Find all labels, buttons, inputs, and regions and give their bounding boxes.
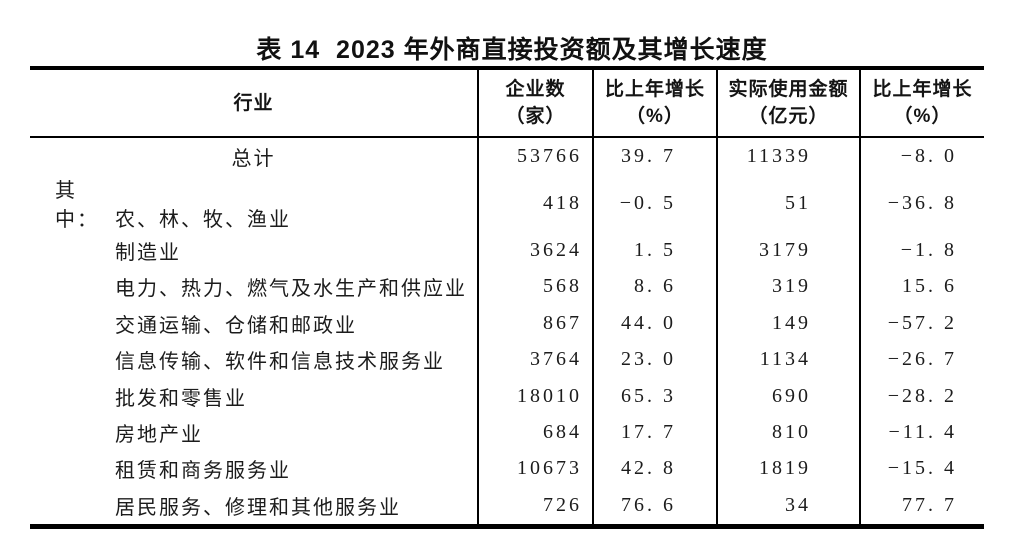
table-row: 房地产业 684 17. 7 810 −11. 4 — [30, 414, 984, 451]
col-header-growth-amount: 比上年增长 （%） — [859, 68, 984, 138]
value-cell: 42. 8 — [592, 450, 717, 488]
value-cell: 10673 — [477, 450, 593, 488]
value-cell: 8. 6 — [592, 268, 717, 306]
industry-label: 租赁和商务服务业 — [115, 460, 291, 483]
header-line: 比上年增长 — [872, 79, 973, 100]
industry-cell: 其中： 农、林、牧、渔业 — [30, 174, 478, 232]
value-cell: 3624 — [477, 232, 593, 269]
value-cell: 1819 — [716, 450, 860, 488]
value-cell: −1. 8 — [859, 232, 984, 269]
value-cell: 726 — [477, 487, 593, 527]
col-header-growth-enterprises: 比上年增长 （%） — [592, 68, 717, 138]
industry-cell: 房地产业 — [30, 414, 478, 450]
table-row: 其中： 农、林、牧、渔业 418 −0. 5 51 −36. 8 — [30, 174, 984, 233]
value-cell: 34 — [716, 487, 860, 527]
value-cell: 23. 0 — [592, 341, 717, 378]
value-cell: −26. 7 — [859, 341, 984, 378]
value-cell: −11. 4 — [859, 414, 984, 451]
industry-cell: 居民服务、修理和其他服务业 — [30, 487, 478, 526]
value-cell: 76. 6 — [592, 487, 717, 527]
fdi-table: 行业 企业数 （家） 比上年增长 （%） 实际使用金额 （亿元） 比上年增长 （… — [30, 66, 984, 529]
value-cell: 3179 — [716, 232, 860, 269]
col-header-industry: 行业 — [30, 68, 478, 138]
industry-cell: 电力、热力、燃气及水生产和供应业 — [30, 269, 478, 305]
value-cell: 3764 — [477, 341, 593, 378]
header-unit: （家） — [505, 106, 566, 127]
header-row: 行业 企业数 （家） 比上年增长 （%） 实际使用金额 （亿元） 比上年增长 （… — [30, 68, 984, 138]
table-row: 批发和零售业 18010 65. 3 690 −28. 2 — [30, 377, 984, 415]
industry-label: 批发和零售业 — [115, 387, 247, 410]
table-row-total: 总计 53766 39. 7 11339 −8. 0 — [30, 137, 984, 175]
value-cell: −36. 8 — [859, 174, 984, 233]
value-cell: −28. 2 — [859, 377, 984, 415]
among-which-label: 其中： — [55, 180, 99, 232]
table-row: 租赁和商务服务业 10673 42. 8 1819 −15. 4 — [30, 450, 984, 488]
value-cell: 684 — [477, 414, 593, 451]
value-cell: 319 — [716, 268, 860, 306]
table-row: 交通运输、仓储和邮政业 867 44. 0 149 −57. 2 — [30, 305, 984, 342]
value-cell: 17. 7 — [592, 414, 717, 451]
industry-cell: 租赁和商务服务业 — [30, 451, 478, 487]
table-row: 居民服务、修理和其他服务业 726 76. 6 34 77. 7 — [30, 487, 984, 527]
value-cell: 15. 6 — [859, 268, 984, 306]
industry-cell: 制造业 — [30, 232, 478, 268]
value-cell: −0. 5 — [592, 174, 717, 233]
value-cell: 149 — [716, 305, 860, 342]
value-cell: 65. 3 — [592, 377, 717, 415]
industry-label: 电力、热力、燃气及水生产和供应业 — [115, 278, 467, 301]
header-unit: （%） — [893, 106, 952, 127]
industry-label: 居民服务、修理和其他服务业 — [115, 496, 401, 519]
table-title: 表 14 2023 年外商直接投资额及其增长速度 — [256, 36, 768, 64]
industry-label: 制造业 — [115, 242, 181, 265]
value-cell: 53766 — [477, 137, 593, 175]
value-cell: 418 — [477, 174, 593, 233]
value-cell: −57. 2 — [859, 305, 984, 342]
industry-label: 信息传输、软件和信息技术服务业 — [115, 351, 445, 374]
value-cell: 51 — [716, 174, 860, 233]
table-row: 信息传输、软件和信息技术服务业 3764 23. 0 1134 −26. 7 — [30, 341, 984, 378]
industry-label: 房地产业 — [115, 424, 203, 447]
value-cell: 1. 5 — [592, 232, 717, 269]
industry-cell: 信息传输、软件和信息技术服务业 — [30, 342, 478, 378]
table-row: 电力、热力、燃气及水生产和供应业 568 8. 6 319 15. 6 — [30, 268, 984, 306]
header-line: 行业 — [233, 92, 274, 114]
value-cell: 810 — [716, 414, 860, 451]
header-line: 企业数 — [505, 79, 566, 100]
value-cell: 39. 7 — [592, 137, 717, 175]
industry-cell: 总计 — [231, 147, 276, 170]
value-cell: 44. 0 — [592, 305, 717, 342]
col-header-amount: 实际使用金额 （亿元） — [716, 68, 860, 138]
value-cell: 11339 — [716, 137, 860, 175]
table-row: 制造业 3624 1. 5 3179 −1. 8 — [30, 232, 984, 269]
header-line: 实际使用金额 — [728, 79, 849, 100]
value-cell: 690 — [716, 377, 860, 415]
value-cell: 1134 — [716, 341, 860, 378]
value-cell: −8. 0 — [859, 137, 984, 175]
value-cell: 568 — [477, 268, 593, 306]
value-cell: 867 — [477, 305, 593, 342]
value-cell: 77. 7 — [859, 487, 984, 527]
industry-label: 农、林、牧、渔业 — [115, 209, 291, 232]
value-cell: −15. 4 — [859, 450, 984, 488]
header-line: 比上年增长 — [604, 79, 705, 100]
industry-label: 交通运输、仓储和邮政业 — [115, 314, 357, 337]
industry-cell: 交通运输、仓储和邮政业 — [30, 305, 478, 341]
header-unit: （%） — [626, 106, 684, 127]
col-header-enterprises: 企业数 （家） — [477, 68, 593, 138]
value-cell: 18010 — [477, 377, 593, 415]
industry-cell: 批发和零售业 — [30, 378, 478, 414]
header-unit: （亿元） — [748, 106, 829, 127]
